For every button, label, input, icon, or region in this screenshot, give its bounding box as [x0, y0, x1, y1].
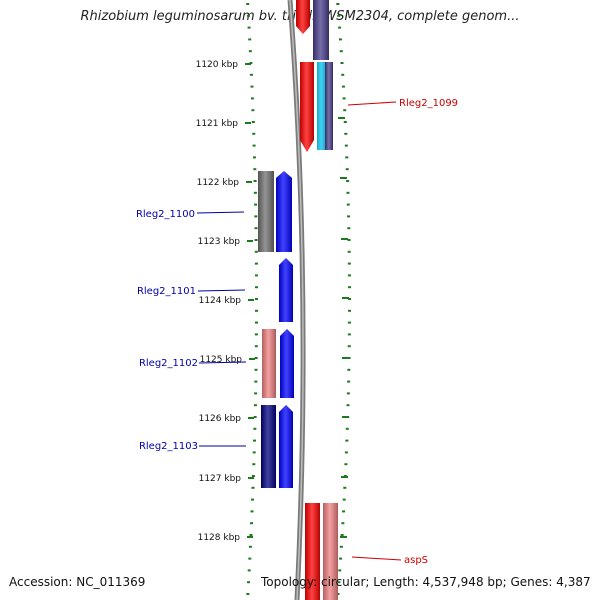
gene-label-rleg2-1099: Rleg2_1099	[399, 98, 458, 109]
gene-label-rleg2-1103: Rleg2_1103	[139, 441, 198, 452]
accession-text: Accession: NC_011369	[9, 575, 146, 589]
gene-label-rleg2-1100-group[interactable]: Rleg2_1100	[136, 209, 245, 220]
gene-top-purple[interactable]	[313, 0, 329, 60]
tick-label-1124: 1124 kbp	[199, 296, 242, 306]
gene-top-red[interactable]	[296, 0, 310, 34]
tick-label-1127: 1127 kbp	[199, 474, 242, 484]
gene-label-rleg2-1100: Rleg2_1100	[136, 209, 195, 220]
gene-rleg2-1100[interactable]	[276, 171, 292, 252]
gene-label-rleg2-1102-group[interactable]: Rleg2_1102	[139, 358, 247, 369]
gene-pink[interactable]	[262, 329, 276, 398]
gene-label-asps: aspS	[404, 555, 428, 566]
gene-purple-lower[interactable]	[325, 62, 333, 150]
tick-label-1128: 1128 kbp	[198, 533, 241, 543]
left-tick-ruler	[246, 3, 258, 595]
tick-label-1122: 1122 kbp	[197, 178, 240, 188]
gene-navy[interactable]	[261, 405, 276, 488]
tick-label-1123: 1123 kbp	[198, 237, 241, 247]
gene-rleg2-1099[interactable]	[300, 62, 314, 152]
tick-labels: 1120 kbp 1121 kbp 1122 kbp 1123 kbp 1124…	[196, 60, 243, 543]
tick-label-1126: 1126 kbp	[199, 414, 242, 424]
gene-label-rleg2-1101: Rleg2_1101	[137, 286, 196, 297]
gene-label-rleg2-1099-group[interactable]: Rleg2_1099	[347, 98, 458, 109]
genome-backbone-highlight	[289, 0, 304, 600]
gene-rleg2-1101[interactable]	[279, 258, 293, 322]
gene-label-rleg2-1103-group[interactable]: Rleg2_1103	[139, 441, 246, 452]
gene-rleg2-1103[interactable]	[279, 405, 293, 488]
gene-rleg2-1102[interactable]	[280, 329, 294, 398]
gene-cyan[interactable]	[317, 62, 326, 150]
major-ticks	[245, 63, 349, 538]
gene-label-asps-group[interactable]: aspS	[351, 555, 428, 566]
tick-label-1125: 1125 kbp	[200, 355, 243, 365]
gene-gray[interactable]	[258, 171, 274, 252]
gene-pink-bottom[interactable]	[323, 503, 338, 600]
gene-label-rleg2-1101-group[interactable]: Rleg2_1101	[137, 286, 246, 297]
tick-label-1120: 1120 kbp	[196, 60, 239, 70]
tick-label-1121: 1121 kbp	[196, 119, 239, 129]
genome-summary-text: Topology: circular; Length: 4,537,948 bp…	[261, 575, 591, 589]
gene-asps[interactable]	[305, 503, 320, 600]
gene-label-rleg2-1102: Rleg2_1102	[139, 358, 198, 369]
